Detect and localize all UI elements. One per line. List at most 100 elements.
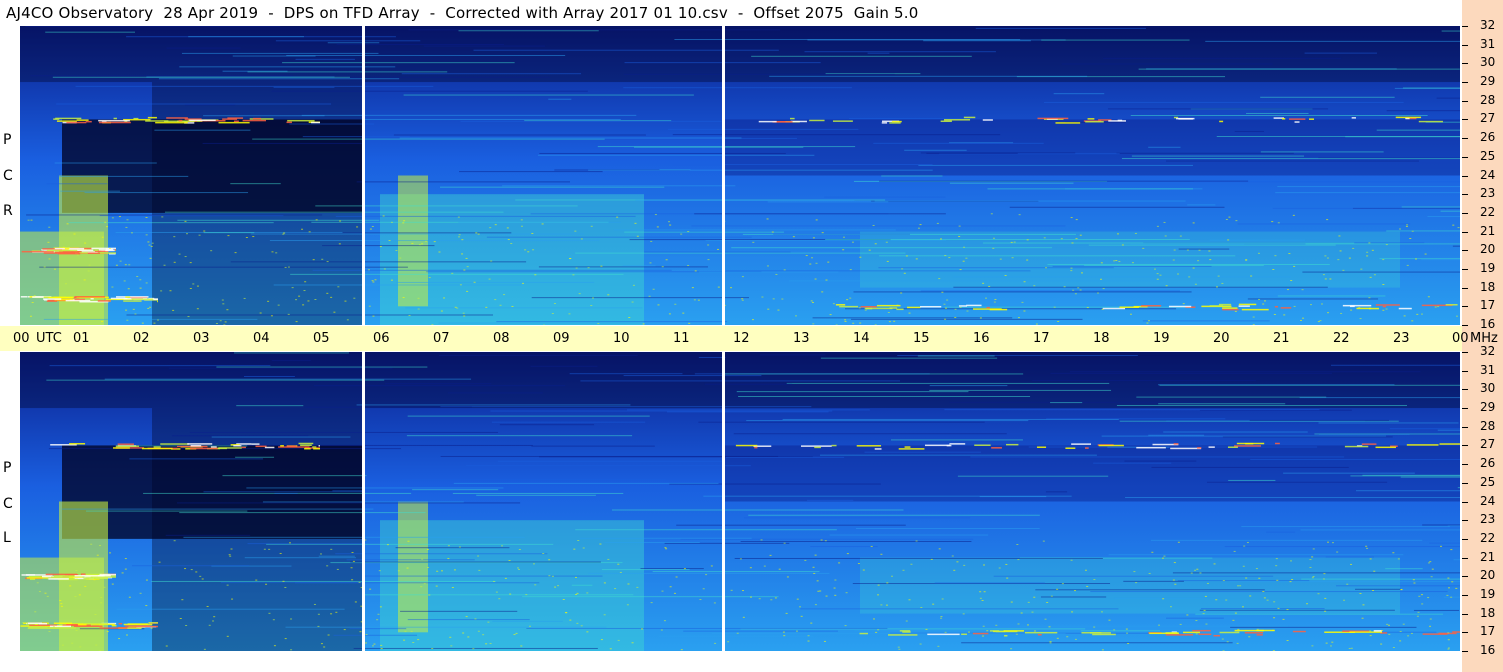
heatmap-streak <box>244 557 356 559</box>
heatmap-speckle <box>575 267 578 269</box>
heatmap-speckle <box>777 309 780 311</box>
heatmap-streak <box>452 492 624 494</box>
heatmap-speckle <box>817 590 820 592</box>
heatmap-burst <box>304 447 320 449</box>
heatmap-streak <box>666 411 829 413</box>
heatmap-speckle <box>946 299 949 301</box>
heatmap-speckle <box>408 315 411 317</box>
heatmap-speckle <box>1135 582 1138 584</box>
heatmap-streak <box>284 232 512 234</box>
heatmap-burst <box>753 445 772 447</box>
freq-tick-label: 27 <box>1480 111 1496 125</box>
heatmap-speckle <box>337 286 340 288</box>
heatmap-speckle <box>919 224 922 226</box>
heatmap-streak <box>601 569 690 571</box>
heatmap-burst <box>989 308 1008 311</box>
heatmap-speckle <box>1046 601 1049 603</box>
heatmap-speckle <box>770 599 773 601</box>
heatmap-streak <box>151 580 496 582</box>
heatmap-speckle <box>1412 579 1415 581</box>
heatmap-streak <box>1093 462 1172 464</box>
heatmap-burst <box>286 445 297 447</box>
heatmap-speckle <box>1420 313 1423 315</box>
heatmap-speckle <box>786 576 789 578</box>
heatmap-streak <box>396 281 595 283</box>
heatmap-speckle <box>520 225 523 227</box>
heatmap-speckle <box>1203 609 1206 611</box>
heatmap-burst <box>114 249 116 251</box>
heatmap-burst <box>943 119 971 121</box>
heatmap-streak <box>332 490 563 492</box>
heatmap-burst <box>1209 305 1224 307</box>
heatmap-speckle <box>577 539 580 541</box>
heatmap-speckle <box>1169 606 1172 608</box>
heatmap-streak <box>230 261 527 263</box>
heatmap-streak <box>270 76 550 78</box>
heatmap-speckle <box>482 634 485 636</box>
heatmap-speckle <box>821 291 824 293</box>
freq-tick-mark <box>1462 45 1468 46</box>
heatmap-speckle <box>587 267 590 269</box>
heatmap-speckle <box>1237 628 1240 630</box>
heatmap-speckle <box>1411 230 1414 232</box>
heatmap-speckle <box>498 598 501 600</box>
heatmap-speckle <box>303 290 306 292</box>
heatmap-speckle <box>1023 310 1026 312</box>
heatmap-burst <box>311 121 320 124</box>
heatmap-speckle <box>1125 628 1128 630</box>
heatmap-speckle <box>431 648 434 650</box>
utc-tick-label: 23 <box>1393 331 1410 346</box>
heatmap-streak <box>177 219 380 221</box>
heatmap-speckle <box>520 219 523 221</box>
heatmap-burst <box>118 627 142 630</box>
heatmap-speckle <box>627 583 630 585</box>
heatmap-burst <box>218 121 250 124</box>
heatmap-streak <box>39 266 408 268</box>
heatmap-speckle <box>1243 545 1246 547</box>
heatmap-streak <box>1224 546 1460 548</box>
heatmap-burst <box>45 573 78 576</box>
heatmap-burst <box>1234 445 1261 447</box>
heatmap-streak <box>961 642 1233 644</box>
heatmap-speckle <box>196 285 199 287</box>
heatmap-speckle <box>1289 581 1292 583</box>
heatmap-speckle <box>1317 321 1320 323</box>
heatmap-streak <box>346 559 475 561</box>
heatmap-streak <box>458 221 621 223</box>
heatmap-burst <box>251 443 260 445</box>
heatmap-speckle <box>1372 589 1375 591</box>
heatmap-speckle <box>153 322 156 324</box>
heatmap-burst <box>26 577 49 579</box>
heatmap-streak <box>1275 192 1460 194</box>
heatmap-burst <box>88 574 101 576</box>
heatmap-streak <box>1228 479 1276 481</box>
heatmap-speckle <box>553 303 556 305</box>
heatmap-speckle <box>1017 623 1020 625</box>
heatmap-speckle <box>59 599 62 601</box>
heatmap-speckle <box>600 639 603 641</box>
heatmap-speckle <box>1324 255 1327 257</box>
heatmap-streak <box>669 483 881 485</box>
heatmap-speckle <box>632 284 635 286</box>
heatmap-burst <box>986 306 990 309</box>
heatmap-speckle <box>1033 596 1036 598</box>
heatmap-speckle <box>319 553 322 555</box>
heatmap-burst <box>113 447 130 449</box>
lcp-label-p: P <box>3 460 12 476</box>
heatmap-streak <box>165 534 251 536</box>
heatmap-burst <box>1140 305 1162 307</box>
heatmap-streak <box>588 169 933 171</box>
heatmap-speckle <box>1381 630 1384 632</box>
heatmap-burst <box>20 296 28 298</box>
heatmap-streak <box>1389 428 1460 430</box>
heatmap-speckle <box>1273 313 1276 315</box>
heatmap-streak <box>335 553 548 555</box>
freq-tick-mark <box>1462 101 1468 102</box>
heatmap-speckle <box>959 269 962 271</box>
heatmap-streak <box>1246 112 1309 114</box>
heatmap-streak <box>364 575 603 577</box>
heatmap-burst <box>91 247 116 250</box>
heatmap-streak <box>575 529 837 531</box>
heatmap-speckle <box>75 569 78 571</box>
heatmap-speckle <box>874 243 877 245</box>
